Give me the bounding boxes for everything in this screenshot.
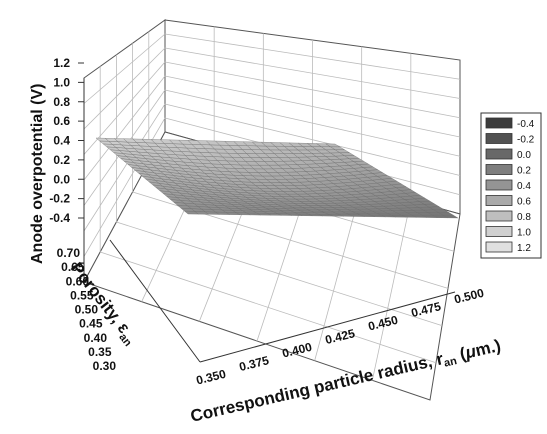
z-tick-label: 0.4 [53, 134, 70, 148]
legend-swatch [485, 179, 513, 191]
z-tick-labels: -0.4 -0.2 0.0 0.2 0.4 0.6 0.8 1.0 1.2 [49, 56, 84, 225]
surface-mesh [95, 137, 459, 219]
y-tick-label: 0.70 [57, 246, 81, 260]
y-tick-labels: 0.300.350.400.450.500.550.600.650.70 [57, 246, 117, 373]
legend-label: 0.0 [517, 150, 531, 161]
y-tick-label: 0.50 [75, 303, 99, 317]
y-tick-label: 0.65 [61, 260, 85, 274]
legend-label: 0.6 [517, 197, 531, 208]
legend-label: 0.8 [517, 212, 531, 223]
x-tick-label: 0.500 [453, 286, 486, 307]
legend-label: -0.4 [517, 119, 535, 130]
legend-label: 0.2 [517, 166, 531, 177]
legend-swatch [485, 164, 513, 175]
x-tick-label: 0.375 [238, 353, 271, 374]
legend-swatch [485, 210, 513, 222]
y-tick-label: 0.40 [84, 331, 108, 345]
z-tick-label: -0.4 [49, 211, 70, 225]
y-tick-label: 0.45 [79, 317, 103, 331]
legend-label: 1.0 [517, 228, 531, 239]
z-tick-label: 0.2 [53, 153, 70, 167]
z-tick-label: 1.2 [53, 56, 70, 70]
y-tick-label: 0.55 [70, 288, 94, 302]
legend-swatch [485, 226, 513, 237]
x-axis-title-end: m.) [473, 336, 502, 360]
z-tick-label: 0.8 [53, 95, 70, 109]
x-axis-line [199, 291, 456, 363]
legend-swatch [485, 241, 513, 253]
y-front-line [109, 239, 201, 363]
legend-label: -0.2 [517, 135, 535, 146]
z-tick-label: -0.2 [49, 192, 70, 206]
y-tick-label: 0.35 [88, 345, 112, 359]
z-tick-label: 1.0 [53, 75, 70, 89]
y-tick-label: 0.60 [66, 274, 90, 288]
legend-swatch [485, 117, 513, 129]
axis-lines [83, 78, 456, 363]
x-axis-title-unit: ( [453, 344, 468, 365]
legend-label: 1.2 [517, 243, 531, 254]
x-axis-title-mu: μ [462, 341, 478, 362]
x-axis-title-sub: an [443, 355, 458, 370]
z-axis-title: Anode overpotential (V) [29, 84, 46, 264]
y-tick-label: 0.30 [93, 359, 117, 373]
legend: -0.4 -0.2 0.0 0.2 0.4 0.6 0.8 1.0 1.2 [480, 112, 542, 259]
legend-swatch [485, 133, 513, 144]
x-tick-label: 0.350 [195, 367, 228, 388]
legend-swatch [485, 148, 513, 160]
legend-swatch [485, 195, 513, 206]
z-tick-label: 0.0 [53, 172, 70, 186]
legend-label: 0.4 [517, 181, 531, 192]
z-tick-label: 0.6 [53, 114, 70, 128]
